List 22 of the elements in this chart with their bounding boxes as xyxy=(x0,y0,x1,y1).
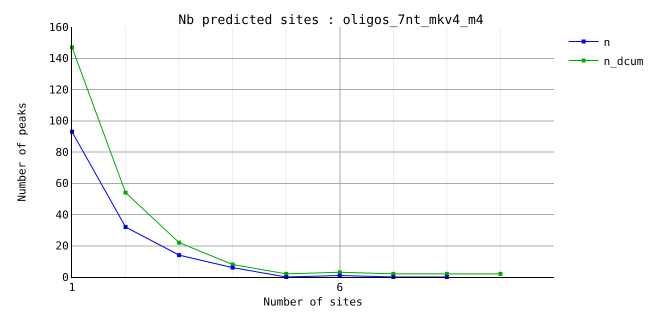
y-tick-label: 40 xyxy=(56,208,69,222)
y-tick-label: 60 xyxy=(56,177,69,190)
legend-label: n xyxy=(604,36,610,49)
y-tick-label: 100 xyxy=(48,114,69,128)
point xyxy=(177,240,182,245)
point xyxy=(124,225,128,229)
y-axis-title: Number of peaks xyxy=(16,102,29,202)
point xyxy=(124,190,128,195)
point xyxy=(177,253,182,258)
point xyxy=(230,266,235,270)
y-tick-label: 0 xyxy=(62,270,69,284)
legend-label: n_dcum xyxy=(604,54,644,68)
y-tick-label: 140 xyxy=(48,52,69,66)
chart-title: Nb predicted sites : oligos_7nt_mkv4_m4 xyxy=(178,12,484,28)
x-axis-title: Number of sites xyxy=(263,295,363,308)
x-tick-label: 6 xyxy=(336,281,344,294)
y-tick-label: 120 xyxy=(48,83,69,96)
y-tick-label: 160 xyxy=(48,20,69,34)
x-tick-label: 1 xyxy=(68,281,76,294)
point xyxy=(498,272,502,276)
y-tick-label: 20 xyxy=(56,240,69,253)
y-tick-label: 80 xyxy=(56,146,69,159)
